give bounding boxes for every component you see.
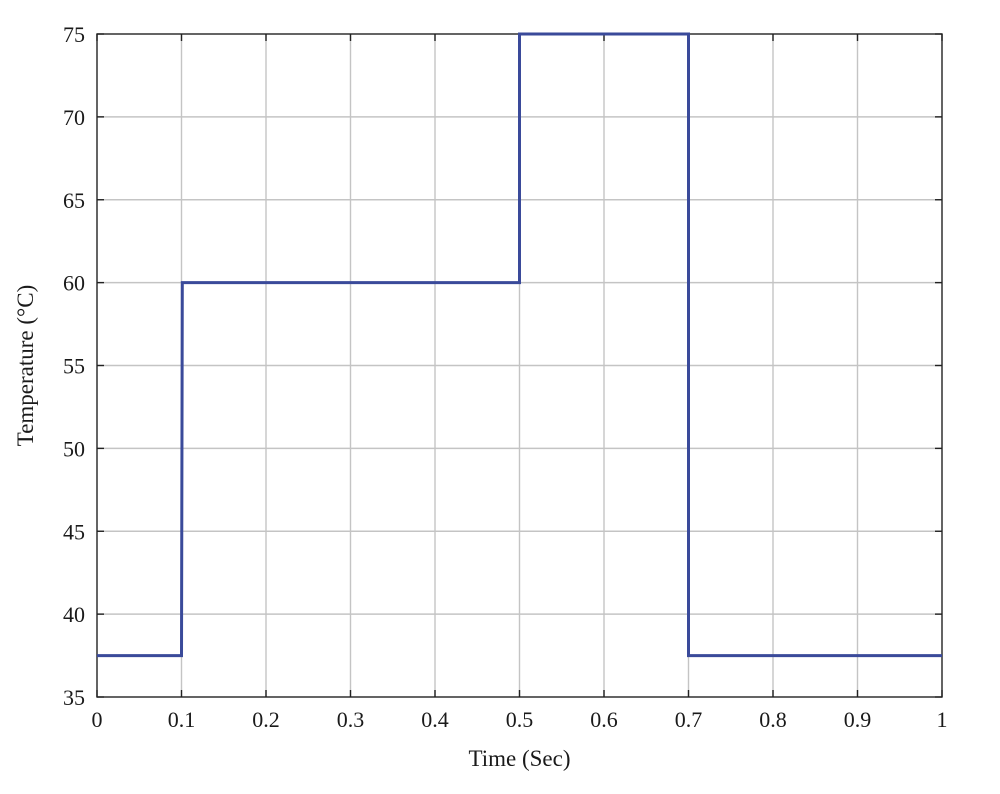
x-tick-label: 1 <box>937 707 948 732</box>
x-axis-title: Time (Sec) <box>468 746 570 771</box>
x-tick-label: 0.3 <box>337 707 365 732</box>
y-tick-label: 70 <box>63 105 85 130</box>
x-tick-label: 0.8 <box>759 707 787 732</box>
y-tick-label: 45 <box>63 519 85 544</box>
x-tick-label: 0.6 <box>590 707 618 732</box>
series-layer <box>97 32 942 658</box>
y-tick-label: 65 <box>63 188 85 213</box>
x-tick-label: 0.7 <box>675 707 703 732</box>
y-tick-label: 60 <box>63 271 85 296</box>
y-tick-label: 75 <box>63 22 85 47</box>
x-tick-label: 0.4 <box>421 707 449 732</box>
x-tick-label: 0.5 <box>506 707 534 732</box>
y-tick-label: 55 <box>63 354 85 379</box>
x-tick-label: 0.2 <box>252 707 280 732</box>
y-tick-label: 35 <box>63 685 85 710</box>
y-axis-title: Temperature (°C) <box>13 285 38 446</box>
series-line <box>97 32 942 658</box>
x-tick-label: 0.1 <box>168 707 196 732</box>
x-tick-labels: 0 0.1 0.2 0.3 0.4 0.5 0.6 0.7 0.8 0.9 1 <box>92 707 948 732</box>
y-tick-label: 50 <box>63 436 85 461</box>
x-tick-label: 0 <box>92 707 103 732</box>
x-tick-label: 0.9 <box>844 707 872 732</box>
y-tick-label: 40 <box>63 602 85 627</box>
y-tick-labels: 35 40 45 50 55 60 65 70 75 <box>63 22 85 710</box>
